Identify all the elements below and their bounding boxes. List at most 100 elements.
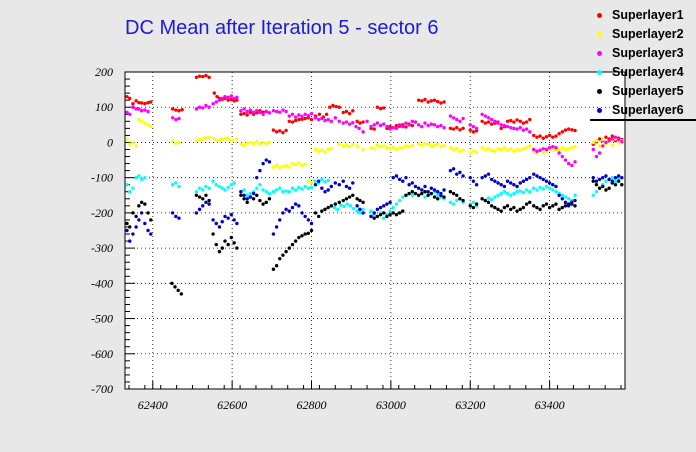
data-point-superlayer4: [143, 175, 147, 180]
data-point-superlayer5: [245, 200, 249, 205]
data-point-superlayer5: [486, 200, 491, 205]
data-point-superlayer6: [451, 167, 456, 171]
data-point-superlayer6: [407, 183, 411, 187]
data-point-superlayer4: [528, 190, 532, 194]
data-point-superlayer4: [128, 190, 132, 194]
data-point-superlayer6: [177, 216, 181, 220]
data-point-superlayer1: [341, 110, 345, 115]
data-point-superlayer6: [394, 174, 399, 178]
data-point-superlayer2: [271, 165, 276, 169]
data-point-superlayer6: [547, 181, 552, 185]
data-point-superlayer6: [245, 197, 249, 201]
data-point-superlayer3: [458, 119, 462, 124]
data-point-superlayer3: [442, 125, 446, 130]
data-point-superlayer6: [333, 181, 338, 185]
data-point-superlayer6: [535, 174, 539, 178]
data-point-superlayer5: [471, 205, 476, 210]
data-point-superlayer1: [278, 129, 282, 133]
data-point-superlayer6: [271, 232, 276, 236]
data-point-superlayer1: [489, 122, 494, 126]
data-point-superlayer1: [382, 106, 386, 110]
data-point-superlayer6: [337, 183, 341, 187]
data-point-superlayer2: [297, 161, 301, 165]
data-point-superlayer5: [458, 197, 462, 201]
data-point-superlayer2: [573, 144, 577, 149]
data-point-superlayer2: [601, 137, 605, 142]
data-point-superlayer1: [358, 121, 362, 125]
data-point-superlayer3: [616, 137, 621, 142]
data-point-superlayer2: [146, 123, 150, 127]
data-point-superlayer4: [306, 186, 311, 190]
data-point-superlayer6: [375, 207, 380, 212]
data-point-superlayer1: [229, 97, 234, 102]
data-point-superlayer4: [232, 181, 236, 185]
data-point-superlayer4: [204, 184, 208, 189]
data-point-superlayer3: [255, 109, 259, 113]
data-point-superlayer1: [239, 112, 243, 116]
data-point-superlayer3: [538, 148, 542, 152]
data-point-superlayer2: [420, 143, 424, 147]
data-point-superlayer6: [601, 175, 605, 180]
data-point-superlayer2: [300, 163, 304, 168]
data-point-superlayer2: [239, 142, 243, 146]
data-point-superlayer3: [174, 117, 178, 122]
data-point-superlayer4: [287, 190, 291, 194]
data-point-superlayer2: [201, 137, 205, 141]
data-point-superlayer3: [125, 110, 129, 115]
data-point-superlayer3: [274, 109, 279, 114]
data-point-superlayer5: [229, 235, 234, 240]
data-point-superlayer2: [344, 143, 349, 147]
data-point-superlayer4: [137, 174, 141, 178]
data-point-superlayer4: [502, 190, 507, 194]
data-point-superlayer3: [361, 130, 365, 134]
data-point-superlayer2: [404, 144, 408, 148]
data-point-superlayer2: [512, 149, 516, 153]
data-point-superlayer6: [278, 218, 282, 222]
data-point-superlayer5: [502, 205, 507, 210]
data-point-superlayer4: [388, 209, 392, 213]
data-point-superlayer2: [541, 150, 545, 155]
data-point-superlayer6: [594, 179, 599, 183]
data-point-superlayer6: [544, 179, 549, 183]
y-tick-label: -600: [91, 347, 113, 361]
data-point-superlayer1: [245, 113, 249, 117]
data-point-superlayer3: [461, 116, 465, 121]
data-point-superlayer5: [242, 197, 246, 201]
data-point-superlayer2: [323, 150, 327, 155]
y-tick-label: 0: [107, 135, 113, 149]
data-point-superlayer6: [499, 183, 503, 187]
data-point-superlayer1: [328, 105, 332, 109]
data-point-superlayer5: [267, 197, 272, 201]
data-point-superlayer6: [486, 172, 491, 176]
data-point-superlayer3: [532, 147, 536, 152]
data-point-superlayer5: [515, 209, 519, 213]
data-point-superlayer4: [313, 179, 318, 183]
data-point-superlayer3: [394, 126, 399, 131]
data-point-superlayer2: [397, 146, 402, 150]
data-point-superlayer3: [493, 119, 497, 124]
data-point-superlayer6: [607, 177, 611, 182]
x-axis-tick-labels: 62400 62600 62800 63000 63200 63400: [138, 398, 565, 412]
legend-marker: [597, 70, 602, 75]
data-point-superlayer2: [221, 137, 226, 141]
legend-marker: [597, 89, 602, 94]
data-point-superlayer1: [535, 135, 539, 139]
data-point-superlayer1: [442, 100, 446, 104]
data-point-superlayer1: [355, 119, 359, 124]
data-point-superlayer5: [591, 179, 595, 183]
data-point-superlayer4: [351, 206, 356, 211]
data-point-superlayer2: [416, 142, 421, 146]
data-point-superlayer5: [385, 214, 389, 219]
data-point-superlayer5: [535, 205, 539, 210]
data-point-superlayer3: [284, 109, 288, 114]
data-point-superlayer2: [320, 148, 324, 152]
data-point-superlayer2: [326, 147, 330, 152]
data-point-superlayer5: [217, 249, 222, 254]
data-point-superlayer1: [317, 112, 322, 116]
data-point-superlayer1: [180, 107, 184, 112]
data-point-superlayer2: [224, 136, 229, 140]
data-point-superlayer4: [594, 190, 599, 194]
data-point-superlayer1: [201, 74, 205, 79]
data-point-superlayer6: [397, 177, 402, 182]
data-point-superlayer1: [458, 128, 462, 132]
